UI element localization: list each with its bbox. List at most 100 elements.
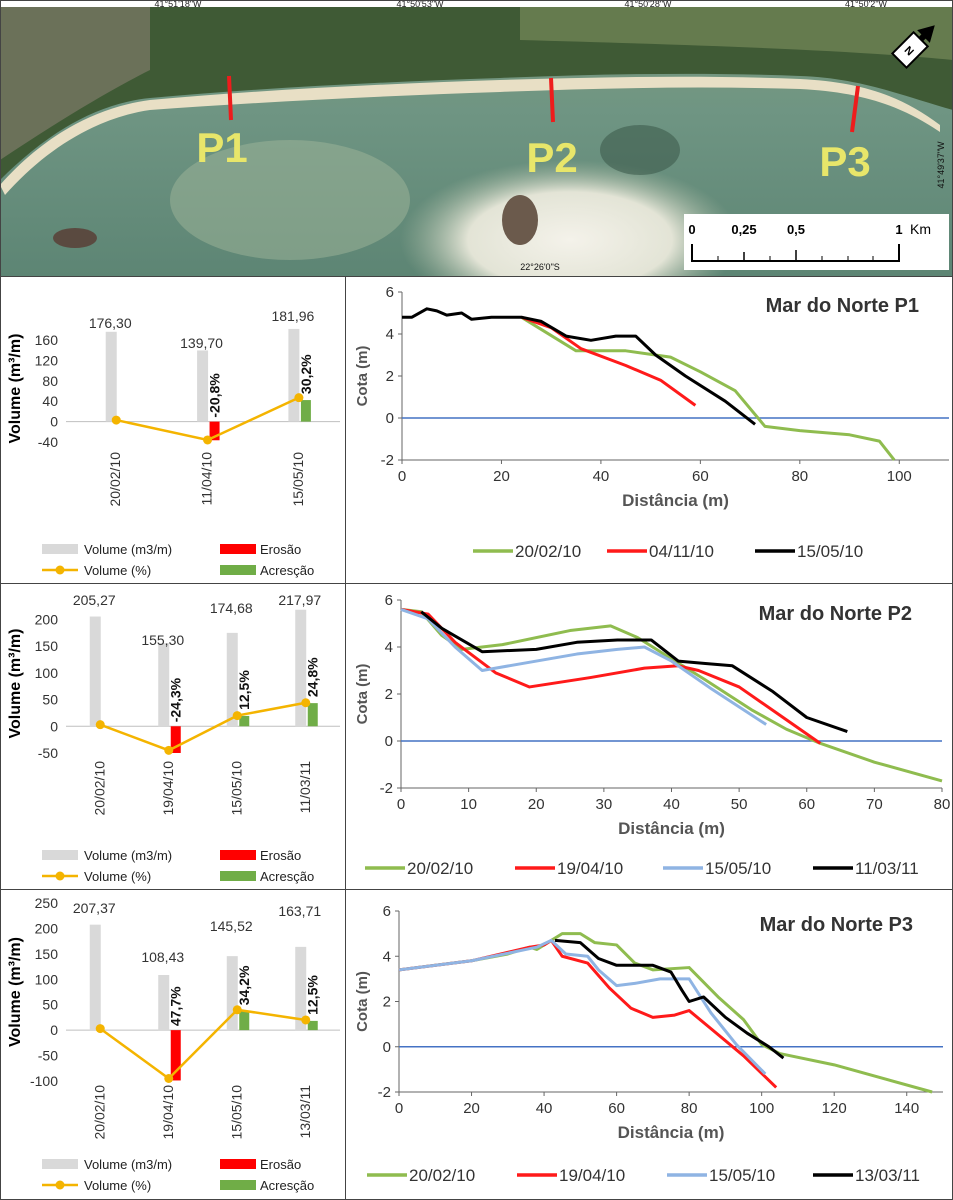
category-label: 11/03/11 bbox=[297, 761, 313, 814]
change-percent-label: -24,3% bbox=[168, 677, 184, 722]
legend-swatch-volume bbox=[42, 850, 78, 860]
change-percent-label: 12,5% bbox=[236, 670, 252, 710]
profile-label: P3 bbox=[819, 138, 870, 185]
x-tick-label: 120 bbox=[822, 1100, 847, 1117]
y-axis-title: Volume (m³/m) bbox=[7, 937, 24, 1047]
scale-bar: 0 0,25 0,5 1 Km bbox=[684, 214, 949, 270]
y-tick-label: -100 bbox=[30, 1073, 58, 1089]
x-tick-label: 50 bbox=[731, 796, 748, 813]
x-tick-label: 30 bbox=[596, 796, 613, 813]
category-label: 20/02/10 bbox=[91, 1085, 107, 1140]
panel-border bbox=[0, 276, 346, 584]
north-arrow-icon: N bbox=[890, 25, 935, 70]
profile-marker-p1 bbox=[227, 75, 233, 121]
x-tick-label: 60 bbox=[692, 468, 709, 485]
bar-chart-p3: Volume (m³/m) 250 200 150 100 50 0 -50 -100 207,3… bbox=[7, 895, 340, 1193]
category-label: 15/05/10 bbox=[228, 761, 244, 816]
erosion-bar bbox=[209, 421, 220, 441]
volume-value-label: 181,96 bbox=[271, 308, 314, 324]
coord-label: 41°50'53"W bbox=[396, 0, 444, 9]
volume-value-label: 108,43 bbox=[141, 949, 184, 965]
volume-value-label: 163,71 bbox=[278, 903, 321, 919]
accretion-bar bbox=[239, 715, 250, 727]
change-percent-label: 34,2% bbox=[236, 965, 252, 1005]
volume-percent-point bbox=[95, 1024, 105, 1034]
y-axis-title: Cota (m) bbox=[354, 971, 371, 1032]
volume-percent-line bbox=[99, 1008, 306, 1081]
coord-label: 41°51'18"W bbox=[154, 0, 202, 9]
volume-percent-point bbox=[95, 720, 105, 730]
y-tick-label: 6 bbox=[383, 903, 391, 920]
rock-outcrop bbox=[502, 195, 538, 245]
volume-percent-point bbox=[111, 415, 121, 425]
volume-bar bbox=[197, 350, 209, 422]
erosion-bar bbox=[170, 726, 181, 753]
category-label: 19/04/10 bbox=[160, 761, 176, 816]
profile-label: P2 bbox=[526, 134, 577, 181]
y-tick-label: 2 bbox=[385, 686, 393, 703]
legend-label: Erosão bbox=[260, 848, 301, 863]
scale-tick-label: 0 bbox=[688, 222, 695, 237]
bar-chart-p2: Volume (m³/m) 200 150 100 50 0 -50 205,27 20/02/… bbox=[7, 592, 340, 884]
x-tick-label: 60 bbox=[608, 1100, 625, 1117]
x-tick-label: 140 bbox=[894, 1100, 919, 1117]
accretion-bar bbox=[239, 1011, 250, 1031]
x-axis-title: Distância (m) bbox=[618, 1123, 725, 1142]
panel-border bbox=[0, 583, 346, 890]
x-tick-label: 80 bbox=[681, 1100, 698, 1117]
category-label: 11/04/10 bbox=[199, 452, 215, 506]
legend-label: 15/05/10 bbox=[705, 859, 771, 878]
legend-swatch-volume bbox=[42, 1159, 78, 1169]
volume-bar bbox=[158, 974, 170, 1031]
volume-percent-point bbox=[203, 435, 213, 445]
volume-bar bbox=[105, 331, 117, 422]
change-percent-label: 30,2% bbox=[298, 354, 314, 394]
x-tick-label: 0 bbox=[398, 468, 406, 485]
y-tick-label: 2 bbox=[383, 994, 391, 1011]
y-tick-label: 4 bbox=[383, 948, 391, 965]
map-panel-border bbox=[0, 0, 953, 277]
category-label: 13/03/11 bbox=[297, 1085, 313, 1139]
y-tick-label: 100 bbox=[35, 971, 59, 987]
profile-series-line bbox=[420, 610, 848, 734]
profile-series-line bbox=[400, 607, 767, 726]
y-tick-label: 4 bbox=[386, 326, 394, 343]
volume-bar bbox=[158, 643, 170, 727]
scale-tick-label: 0,5 bbox=[787, 222, 805, 237]
chart-title: Mar do Norte P3 bbox=[760, 914, 913, 936]
y-tick-label: 150 bbox=[35, 946, 59, 962]
y-tick-label: 80 bbox=[42, 373, 58, 389]
legend-label: Volume (m3/m) bbox=[84, 848, 172, 863]
legend-label: Volume (%) bbox=[84, 869, 151, 884]
scale-unit: Km bbox=[910, 221, 931, 237]
profile-marker-p3 bbox=[850, 85, 860, 133]
chart-title: Mar do Norte P2 bbox=[759, 603, 912, 625]
panel-border bbox=[345, 889, 953, 1200]
category-label: 20/02/10 bbox=[107, 452, 123, 507]
legend-swatch-erosion bbox=[220, 544, 256, 554]
legend-label: 19/04/10 bbox=[557, 859, 623, 878]
coord-label: 41°50'28"W bbox=[624, 0, 672, 9]
panel-border bbox=[0, 889, 346, 1200]
volume-percent-point bbox=[164, 745, 174, 755]
panel-border bbox=[345, 276, 953, 584]
volume-bar bbox=[295, 946, 307, 1031]
volume-bar bbox=[295, 609, 307, 727]
coord-label: 41°49'37"W bbox=[936, 141, 946, 189]
x-tick-label: 0 bbox=[395, 1100, 403, 1117]
legend-swatch-volume-pct-marker bbox=[55, 871, 65, 881]
chart-title: Mar do Norte P1 bbox=[766, 295, 919, 317]
x-tick-label: 70 bbox=[866, 796, 883, 813]
rock-outcrop bbox=[53, 228, 97, 248]
y-tick-label: 0 bbox=[50, 414, 58, 430]
y-axis-title: Volume (m³/m) bbox=[7, 334, 24, 444]
volume-value-label: 155,30 bbox=[141, 632, 184, 648]
y-tick-label: 40 bbox=[42, 393, 58, 409]
profile-marker-p2 bbox=[549, 77, 555, 123]
legend-swatch-volume-pct-marker bbox=[55, 565, 65, 575]
legend-swatch-erosion bbox=[220, 1159, 256, 1169]
legend-label: Acresção bbox=[260, 1178, 314, 1193]
profile-series-line bbox=[554, 938, 785, 1060]
y-tick-label: 6 bbox=[385, 592, 393, 609]
